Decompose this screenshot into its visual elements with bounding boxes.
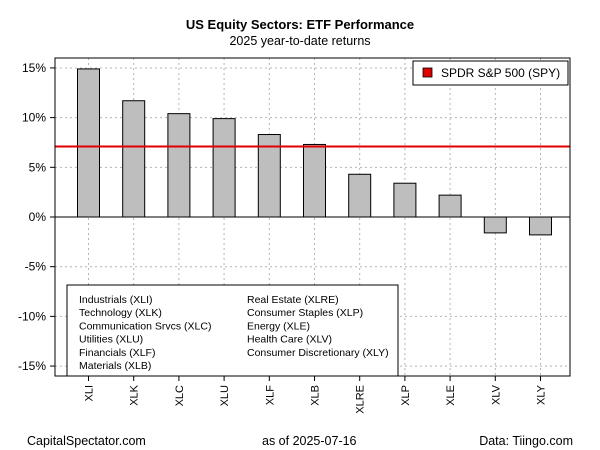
legend-swatch xyxy=(422,67,433,78)
plot-frame xyxy=(54,57,571,377)
sector-key-item: Financials (XLF) xyxy=(79,347,155,359)
y-tick-label: 5% xyxy=(29,160,47,174)
y-tick-label: -10% xyxy=(18,309,46,323)
y-tick-label: 0% xyxy=(29,210,47,224)
sector-key-item: Technology (XLK) xyxy=(79,307,162,319)
bars xyxy=(77,68,552,236)
x-tick-label: XLP xyxy=(400,385,412,406)
legend: SPDR S&P 500 (SPY) xyxy=(412,60,569,86)
bar-xlb xyxy=(303,143,326,218)
sector-key-item: Consumer Discretionary (XLY) xyxy=(247,347,389,359)
legend-box xyxy=(412,60,569,86)
x-tick-label: XLV xyxy=(490,384,502,405)
x-tick-label: XLC xyxy=(174,385,186,406)
sector-key-item: Utilities (XLU) xyxy=(79,334,143,346)
sector-key-item: Materials (XLB) xyxy=(79,360,151,372)
sector-key-item: Communication Srvcs (XLC) xyxy=(79,320,211,332)
x-tick-label: XLI xyxy=(84,385,96,402)
bar-xlre xyxy=(348,173,372,218)
bar-xlk xyxy=(122,100,146,218)
y-tick-label: -15% xyxy=(18,359,46,373)
x-tick-label: XLF xyxy=(264,385,276,405)
sector-key-item: Industrials (XLI) xyxy=(79,294,153,306)
bar-xlu xyxy=(212,118,236,218)
bar-xle xyxy=(438,194,462,218)
sector-key-item: Real Estate (XLRE) xyxy=(247,294,339,306)
sector-key-item: Consumer Staples (XLP) xyxy=(247,307,363,319)
x-tick-label: XLE xyxy=(445,385,457,406)
sector-key-item: Energy (XLE) xyxy=(247,320,310,332)
axes: 15% 10% 5% 0% -5% -10% -15% XLI XLK XLC XLU XLF XLB X… xyxy=(18,61,548,414)
sector-key: Industrials (XLI)Technology (XLK)Communi… xyxy=(66,284,399,377)
bar-xlv xyxy=(483,216,507,234)
x-tick-label: XLY xyxy=(536,384,548,405)
x-tick-label: XLU xyxy=(219,385,231,406)
reference-lines xyxy=(55,145,570,218)
footer-source-site: CapitalSpectator.com xyxy=(27,434,146,448)
bar-xlp xyxy=(393,182,417,218)
footer-as-of-date: as of 2025-07-16 xyxy=(262,434,357,448)
x-tick-label: XLK xyxy=(129,384,141,405)
footer-data-credit: Data: Tiingo.com xyxy=(479,434,573,448)
sector-key-box xyxy=(66,284,399,377)
chart-title: US Equity Sectors: ETF Performance xyxy=(185,17,415,32)
y-tick-label: -5% xyxy=(25,260,47,274)
y-tick-label: 10% xyxy=(22,111,46,125)
legend-label: SPDR S&P 500 (SPY) xyxy=(441,66,560,80)
x-tick-label: XLRE xyxy=(355,385,367,414)
chart-subtitle: 2025 year-to-date returns xyxy=(229,34,371,48)
bar-xli xyxy=(77,68,100,218)
bar-xlc xyxy=(167,113,191,218)
bar-xly xyxy=(529,216,552,236)
y-tick-label: 15% xyxy=(22,61,46,75)
sector-key-item: Health Care (XLV) xyxy=(247,334,332,346)
x-tick-label: XLB xyxy=(310,385,322,406)
